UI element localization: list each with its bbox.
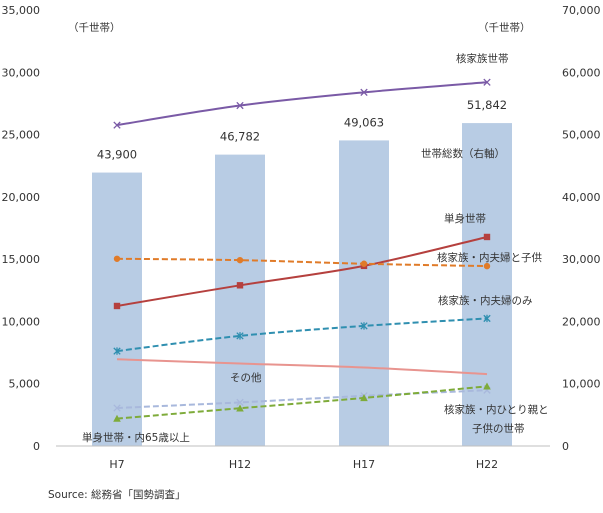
right-tick-label: 70,000 xyxy=(562,4,601,17)
marker xyxy=(113,255,121,262)
series-line xyxy=(113,255,491,270)
right-axis-ticks: 0 10,000 20,000 30,000 40,000 50,000 60,000 70,… xyxy=(562,4,601,453)
marker xyxy=(483,382,491,390)
series-path xyxy=(116,389,488,410)
left-tick-label: 20,000 xyxy=(2,191,41,204)
marker xyxy=(113,302,121,310)
right-tick-label: 20,000 xyxy=(562,315,601,328)
annotation-single: 単身世帯 xyxy=(444,212,486,225)
annotation-couple-only: 核家族・内夫婦のみ xyxy=(438,294,533,307)
left-tick-label: 10,000 xyxy=(2,315,41,328)
right-tick-label: 40,000 xyxy=(562,191,601,204)
annotation-other: その他 xyxy=(230,371,262,384)
bar-value-label: 46,782 xyxy=(220,130,260,144)
right-tick-label: 50,000 xyxy=(562,129,601,142)
marker xyxy=(360,260,368,267)
marker xyxy=(483,78,491,86)
right-tick-label: 0 xyxy=(562,440,569,453)
right-tick-label: 60,000 xyxy=(562,66,601,79)
annotation-single-65-plus: 単身世帯・内65歳以上 xyxy=(82,431,190,444)
marker xyxy=(113,414,121,422)
x-tick-label: H22 xyxy=(476,458,498,471)
source-note: Source: 総務省「国勢調査」 xyxy=(48,488,185,501)
marker xyxy=(113,404,121,412)
annotation-single-parent-2: 子供の世帯 xyxy=(472,422,525,435)
left-tick-label: 5,000 xyxy=(9,378,41,391)
line-series xyxy=(113,78,491,422)
marker xyxy=(236,256,244,264)
annotation-total-households: 世帯総数（右軸） xyxy=(421,147,505,160)
series-line xyxy=(113,233,491,310)
series-annotations: 核家族世帯 世帯総数（右軸） 単身世帯 核家族・内夫婦と子供 核家族・内夫婦のみ… xyxy=(82,52,549,444)
marker xyxy=(360,394,368,402)
series-path xyxy=(116,235,488,307)
marker xyxy=(483,233,491,241)
marker xyxy=(483,314,491,323)
left-tick-label: 30,000 xyxy=(2,66,41,79)
marker xyxy=(360,322,368,330)
series-line xyxy=(116,358,488,376)
marker xyxy=(236,282,244,289)
marker xyxy=(483,262,491,270)
right-axis-unit: （千世帯） xyxy=(478,21,531,34)
left-tick-label: 0 xyxy=(33,440,40,453)
annotation-nuclear-family: 核家族世帯 xyxy=(456,52,509,65)
x-tick-label: H12 xyxy=(229,458,251,471)
x-tick-label: H7 xyxy=(109,458,124,471)
series-line xyxy=(113,382,491,422)
series-path xyxy=(116,358,488,376)
bar xyxy=(92,172,142,446)
series-line xyxy=(113,314,491,355)
left-tick-label: 35,000 xyxy=(2,4,41,17)
marker xyxy=(236,101,244,110)
left-tick-label: 25,000 xyxy=(2,129,41,142)
marker xyxy=(113,121,121,129)
series-path xyxy=(116,317,488,353)
bar-value-label: 51,842 xyxy=(467,98,507,112)
series-path xyxy=(116,385,488,420)
x-tick-label: H17 xyxy=(353,458,375,471)
marker xyxy=(360,88,368,97)
marker xyxy=(113,347,121,355)
marker xyxy=(236,332,244,340)
right-tick-label: 10,000 xyxy=(562,378,601,391)
right-tick-label: 30,000 xyxy=(562,253,601,266)
bar-value-label: 43,900 xyxy=(97,148,137,162)
x-axis-ticks: H7 H12 H17 H22 xyxy=(109,458,498,471)
marker xyxy=(236,404,244,412)
series-path xyxy=(116,81,488,127)
bar xyxy=(215,154,265,446)
series-line xyxy=(113,78,491,129)
left-tick-label: 15,000 xyxy=(2,253,41,266)
left-axis-ticks: 0 5,000 10,000 15,000 20,000 25,000 30,000 35,0… xyxy=(2,4,41,453)
left-axis-unit: （千世帯） xyxy=(68,21,121,34)
bar-value-label: 49,063 xyxy=(344,115,384,129)
bar xyxy=(462,123,512,447)
series-path xyxy=(116,257,488,268)
marker xyxy=(236,398,244,407)
annotation-couple-with-children: 核家族・内夫婦と子供 xyxy=(437,251,542,264)
annotation-single-parent-1: 核家族・内ひとり親と xyxy=(444,403,549,416)
